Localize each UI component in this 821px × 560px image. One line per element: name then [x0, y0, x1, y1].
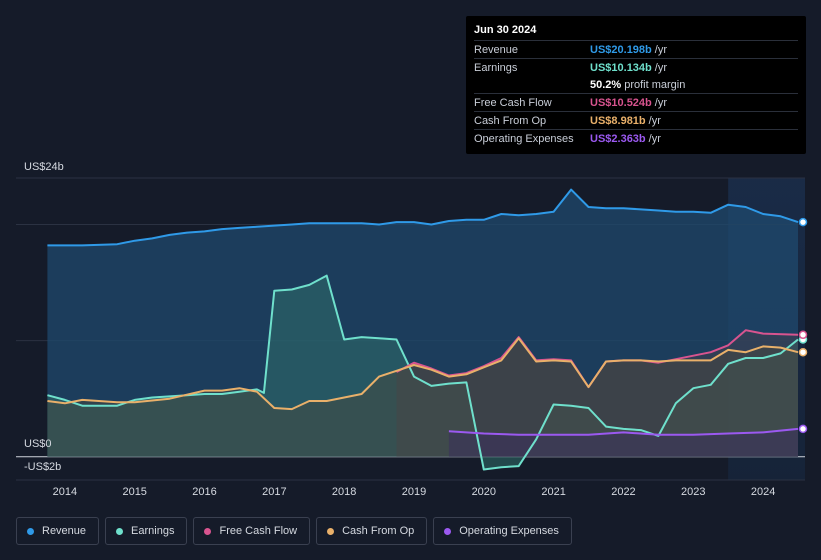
tooltip-unit: /yr	[654, 61, 667, 74]
x-tick-label: 2018	[332, 486, 356, 498]
x-tick-label: 2015	[122, 486, 146, 498]
legend-item-revenue[interactable]: Revenue	[16, 517, 100, 545]
tooltip-value: US$10.524b	[590, 96, 652, 109]
tooltip-label: Cash From Op	[474, 114, 547, 127]
tooltip-value: US$2.363b	[590, 132, 646, 145]
tooltip-unit: /yr	[648, 114, 661, 127]
tooltip-unit: /yr	[654, 96, 667, 109]
revenue-end-marker	[798, 217, 808, 227]
tooltip-unit: profit margin	[624, 78, 686, 91]
revenue-line	[47, 188, 799, 247]
tooltip-row: Operating Expenses US$2.363b/yr	[474, 129, 798, 147]
y-label-top: US$24b	[24, 161, 64, 173]
legend-dot-icon	[27, 527, 34, 535]
tooltip-label: Operating Expenses	[474, 132, 574, 145]
legend-label: Cash From Op	[342, 525, 415, 537]
tooltip-unit: /yr	[648, 132, 661, 145]
tooltip-row: Revenue US$20.198b/yr	[474, 40, 798, 58]
earnings-line	[47, 274, 799, 471]
tooltip-row: Earnings US$10.134b/yr	[474, 58, 798, 76]
x-tick-label: 2016	[192, 486, 216, 498]
tooltip-row: 50.2% profit margin	[474, 76, 798, 93]
tooltip-date: Jun 30 2024	[474, 24, 537, 36]
legend-item-operating-expenses[interactable]: Operating Expenses	[433, 517, 572, 545]
operating-expenses-area	[448, 428, 798, 457]
earnings-area	[47, 275, 798, 470]
tooltip-label: Earnings	[474, 61, 518, 74]
y-label-bottom: -US$2b	[24, 461, 61, 473]
tooltip-value: US$20.198b	[590, 43, 652, 56]
legend-label: Revenue	[42, 525, 87, 537]
tooltip: Jun 30 2024 Revenue US$20.198b/yr Earnings…	[466, 16, 806, 154]
legend-item-cash-from-op[interactable]: Cash From Op	[316, 517, 428, 545]
tooltip-value: US$8.981b	[590, 114, 646, 127]
x-tick-label: 2023	[681, 486, 705, 498]
legend-dot-icon	[444, 527, 452, 535]
cash-from-op-end-marker	[798, 347, 808, 357]
legend-dot-icon	[204, 527, 212, 535]
tooltip-value: 50.2%	[590, 78, 622, 91]
tooltip-value: US$10.134b	[590, 61, 652, 74]
legend-label: Earnings	[131, 525, 175, 537]
tooltip-label: Free Cash Flow	[474, 96, 552, 109]
revenue-area	[47, 189, 798, 457]
cash-from-op-line	[47, 337, 799, 411]
x-tick-label: 2017	[262, 486, 286, 498]
free-cash-flow-end-marker	[798, 330, 808, 340]
tooltip-row: Free Cash Flow US$10.524b/yr	[474, 93, 798, 111]
legend-dot-icon	[327, 527, 335, 535]
x-tick-label: 2021	[541, 486, 565, 498]
x-tick-label: 2014	[53, 486, 77, 498]
legend-item-free-cash-flow[interactable]: Free Cash Flow	[193, 517, 311, 545]
tooltip-unit: /yr	[654, 43, 667, 56]
operating-expenses-end-marker	[798, 424, 808, 434]
legend-item-earnings[interactable]: Earnings	[105, 517, 188, 545]
y-label-zero: US$0	[24, 438, 52, 450]
legend-dot-icon	[116, 527, 124, 535]
x-tick-label: 2019	[402, 486, 426, 498]
operating-expenses-line	[448, 427, 799, 436]
legend-label: Operating Expenses	[459, 525, 559, 537]
x-tick-label: 2024	[751, 486, 775, 498]
x-tick-label: 2022	[611, 486, 635, 498]
legend: Revenue Earnings Free Cash Flow Cash From O…	[16, 517, 572, 545]
legend-label: Free Cash Flow	[219, 525, 298, 537]
tooltip-row: Cash From Op US$8.981b/yr	[474, 111, 798, 129]
tooltip-label: Revenue	[474, 43, 519, 56]
x-tick-label: 2020	[472, 486, 496, 498]
